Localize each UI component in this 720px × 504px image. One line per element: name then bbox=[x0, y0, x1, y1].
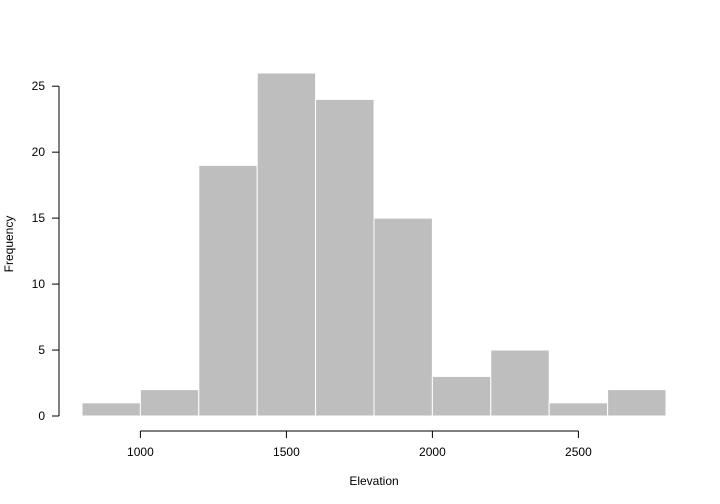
y-tick-label: 10 bbox=[32, 277, 46, 291]
histogram-bar bbox=[548, 402, 609, 417]
y-axis-title: Frequency bbox=[2, 216, 16, 273]
x-tick-label: 2500 bbox=[565, 445, 592, 459]
y-tick-label: 15 bbox=[32, 211, 46, 225]
x-tick-label: 1000 bbox=[127, 445, 154, 459]
x-axis: 1000 1500 2000 2500 bbox=[127, 430, 592, 459]
y-axis: 0 5 10 15 20 25 bbox=[32, 79, 60, 423]
x-tick-label: 1500 bbox=[273, 445, 300, 459]
histogram-bars bbox=[81, 72, 667, 417]
y-tick-label: 5 bbox=[38, 343, 45, 357]
x-tick-label: 2000 bbox=[419, 445, 446, 459]
histogram-bar bbox=[139, 389, 200, 417]
y-tick-label: 20 bbox=[32, 145, 46, 159]
histogram-bar bbox=[81, 402, 141, 417]
y-tick-label: 0 bbox=[38, 409, 45, 423]
histogram-bar bbox=[198, 164, 258, 417]
histogram-bar bbox=[256, 72, 317, 417]
histogram-bar bbox=[490, 349, 550, 417]
x-axis-title: Elevation bbox=[349, 474, 398, 488]
histogram-bar bbox=[607, 389, 667, 417]
histogram-bar bbox=[315, 98, 375, 417]
y-tick-label: 25 bbox=[32, 79, 46, 93]
histogram-bar bbox=[373, 217, 433, 417]
histogram-bar bbox=[431, 375, 492, 417]
